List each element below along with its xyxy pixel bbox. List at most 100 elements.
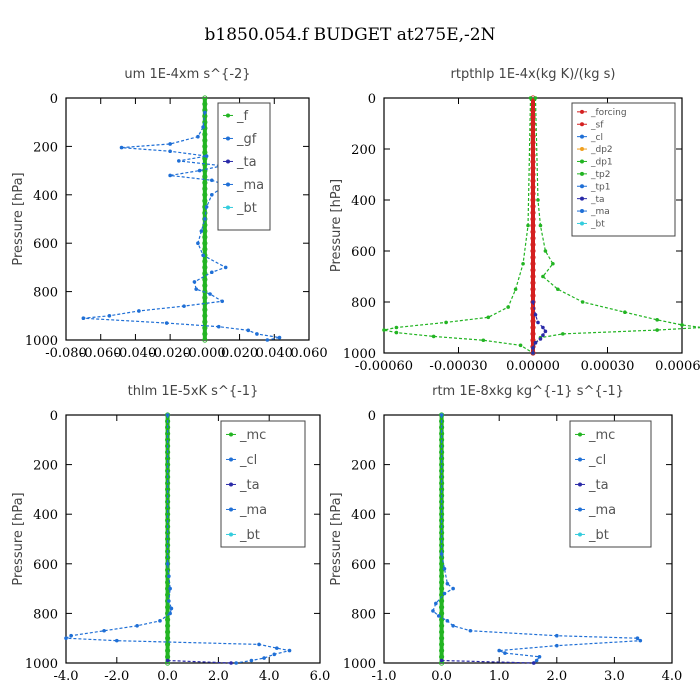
series-point xyxy=(202,222,208,228)
series-point xyxy=(202,174,208,180)
series-point xyxy=(530,216,536,222)
legend-entry: _dp1 xyxy=(590,158,613,168)
series-point xyxy=(530,146,536,152)
legend-marker xyxy=(580,122,584,127)
series-point xyxy=(202,131,208,137)
series-point xyxy=(394,325,399,330)
series-point xyxy=(201,125,205,129)
series-point xyxy=(202,210,208,216)
series-point xyxy=(182,304,186,308)
y-tick-label: 1000 xyxy=(343,657,376,672)
legend-entry: _dp2 xyxy=(590,145,613,155)
x-tick-label: -2.0 xyxy=(104,669,129,684)
series-point xyxy=(530,261,536,267)
series-point xyxy=(255,332,259,336)
legend-marker xyxy=(580,171,584,176)
series-point xyxy=(202,101,208,107)
legend-entry: _ta xyxy=(590,195,605,205)
series-point xyxy=(438,573,445,579)
legend-entry: _ma xyxy=(239,503,267,518)
series-point xyxy=(438,598,445,604)
series-point xyxy=(199,229,204,233)
x-tick-label: 0.0 xyxy=(431,669,452,684)
panel-1: um 1E-4xm s^{-2} Pressure [hPa] 0 200 400 600… xyxy=(11,67,328,361)
series-point xyxy=(481,338,486,343)
y-tick-label: 1000 xyxy=(343,347,376,362)
series-point xyxy=(438,561,445,567)
series-point xyxy=(530,152,536,158)
series-point xyxy=(530,133,536,139)
legend-marker xyxy=(229,507,233,512)
series-point xyxy=(202,246,208,252)
series-point xyxy=(201,253,205,258)
legend-entry: _ma xyxy=(590,207,610,217)
series-point xyxy=(202,331,208,337)
series-point xyxy=(530,210,536,216)
series-point xyxy=(530,286,536,292)
series-point xyxy=(468,628,473,633)
series-point xyxy=(137,309,141,313)
series-point xyxy=(530,248,536,254)
series-point xyxy=(528,96,533,100)
series-point xyxy=(530,184,536,190)
series-point xyxy=(555,643,559,648)
legend-entry: _f xyxy=(236,109,249,124)
series-point xyxy=(165,548,171,555)
x-tick-label: 2.0 xyxy=(208,669,229,684)
y-tick-label: 600 xyxy=(351,558,376,573)
series-point xyxy=(442,566,447,571)
x-tick-label: -0.000 xyxy=(184,346,226,361)
series-point xyxy=(438,604,445,610)
plot-frame xyxy=(65,97,310,341)
x-tick-label: 2.0 xyxy=(546,669,567,684)
panel-title: rtpthlp 1E-4x(kg K)/(kg s) xyxy=(451,67,616,82)
series-point xyxy=(165,635,171,641)
series-point xyxy=(530,267,536,273)
legend-entry: _bt xyxy=(588,528,609,543)
series-point xyxy=(81,316,86,321)
series-point xyxy=(168,142,172,146)
series-point xyxy=(431,334,436,339)
series-point xyxy=(445,619,450,623)
x-tick-label: 0.040 xyxy=(256,346,293,361)
legend-entry: _gf xyxy=(236,132,257,147)
legend-marker xyxy=(578,507,582,512)
series-point xyxy=(165,658,170,663)
x-tick-label: 0.00060 xyxy=(655,359,700,374)
series-point xyxy=(530,318,536,324)
legend-marker xyxy=(580,209,584,214)
x-tick-label: 0.060 xyxy=(290,346,327,361)
legend-entry: _ma xyxy=(588,503,616,518)
series-point xyxy=(530,254,536,260)
series-point xyxy=(451,586,455,591)
series-point xyxy=(543,329,548,334)
y-axis-label: Pressure [hPa] xyxy=(329,492,344,585)
series-point xyxy=(202,325,208,331)
series-point xyxy=(438,499,445,505)
series-point xyxy=(556,287,560,292)
series-point xyxy=(167,599,171,603)
series-point xyxy=(541,274,545,279)
series-line-ta xyxy=(532,301,547,353)
series-point xyxy=(555,633,559,638)
y-tick-label: 200 xyxy=(33,459,58,474)
series-point xyxy=(655,318,659,322)
y-tick-label: 0 xyxy=(50,92,58,107)
legend-entry: _sf xyxy=(590,120,604,130)
series-point xyxy=(530,120,536,127)
series-point xyxy=(530,171,536,178)
series-point xyxy=(541,325,545,330)
series-point xyxy=(438,418,445,424)
series-point xyxy=(530,127,536,133)
series-point xyxy=(194,287,198,291)
legend-marker xyxy=(229,457,233,462)
series-point xyxy=(541,333,545,337)
series-point xyxy=(439,552,444,556)
series-point xyxy=(202,240,208,246)
x-tick-label: 0.020 xyxy=(221,346,258,361)
series-point xyxy=(168,586,172,591)
series-point xyxy=(203,110,207,115)
series-point xyxy=(202,186,208,192)
panel-title: rtm 1E-8xkg kg^{-1} s^{-1} xyxy=(432,384,624,399)
legend-entry: _cl xyxy=(239,453,257,468)
